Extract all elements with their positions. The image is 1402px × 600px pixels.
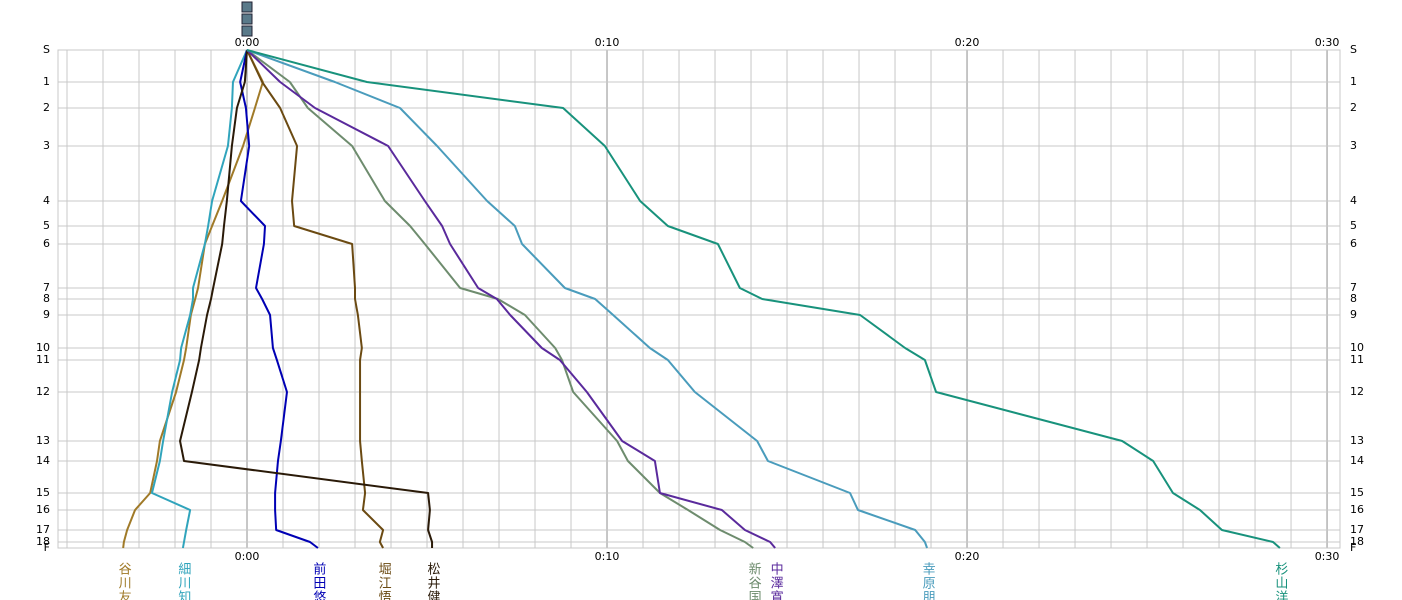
y-tick-label: 9: [1350, 308, 1357, 321]
runner-line: [246, 49, 754, 549]
y-tick-label: 1: [1350, 75, 1357, 88]
y-tick-label: 3: [43, 139, 50, 152]
y-tick-label: 11: [1350, 353, 1364, 366]
y-tick-label: S: [43, 43, 50, 56]
y-tick-label: 10: [36, 341, 50, 354]
y-tick-label: 6: [43, 237, 50, 250]
runner-name: 中澤寛: [768, 562, 784, 600]
y-tick-label: 4: [43, 194, 50, 207]
y-tick-label: 14: [36, 454, 50, 467]
runner-line: [246, 49, 385, 549]
y-tick-label: 7: [1350, 281, 1357, 294]
runner-name: 谷川友: [116, 562, 132, 600]
y-tick-label: 13: [36, 434, 50, 447]
icon: [241, 1, 253, 13]
runner-name: 幸原朋: [920, 562, 936, 600]
y-tick-label: 11: [36, 353, 50, 366]
x-tick-label: 0:20: [955, 36, 980, 49]
y-tick-label: 16: [36, 503, 50, 516]
x-tick-label: 0:10: [595, 36, 620, 49]
y-tick-label: 3: [1350, 139, 1357, 152]
runner-line: [246, 49, 929, 549]
runner-line: [246, 49, 1281, 549]
x-tick-label: 0:00: [235, 36, 260, 49]
y-tick-label: F: [1350, 541, 1356, 554]
runner-name: 細川知: [175, 562, 191, 600]
plot-frame: [57, 49, 1341, 549]
runner-name: 新谷国: [746, 561, 762, 600]
y-tick-label: 17: [36, 523, 50, 536]
y-tick-label: 5: [43, 219, 50, 232]
y-tick-label: 14: [1350, 454, 1364, 467]
x-tick-label: 0:20: [955, 550, 980, 563]
y-tick-label: 15: [1350, 486, 1364, 499]
x-tick-label: 0:10: [595, 550, 620, 563]
runner-line: [179, 49, 434, 548]
y-tick-label: 7: [43, 281, 50, 294]
y-tick-label: 15: [36, 486, 50, 499]
runner-line: [246, 49, 776, 549]
runner-line: [122, 49, 264, 549]
y-tick-label: 6: [1350, 237, 1357, 250]
y-tick-label: 18: [36, 535, 50, 548]
y-tick-label: 8: [43, 292, 50, 305]
y-tick-label: 5: [1350, 219, 1357, 232]
runner-name: 堀江悟: [376, 562, 392, 600]
x-tick-label: 0:00: [235, 550, 260, 563]
y-tick-label: 16: [1350, 503, 1364, 516]
y-tick-label: 2: [43, 101, 50, 114]
y-tick-label: 13: [1350, 434, 1364, 447]
y-tick-label: 12: [1350, 385, 1364, 398]
y-tick-label: 4: [1350, 194, 1357, 207]
y-tick-label: F: [44, 541, 50, 554]
y-tick-label: S: [1350, 43, 1357, 56]
x-tick-label: 0:30: [1315, 36, 1340, 49]
y-tick-label: 12: [36, 385, 50, 398]
x-tick-label: 0:30: [1315, 550, 1340, 563]
y-tick-label: 17: [1350, 523, 1364, 536]
y-tick-label: 18: [1350, 535, 1364, 548]
start-icons: [241, 1, 253, 37]
runner-name: 松井健: [425, 562, 441, 600]
icon: [241, 25, 253, 37]
runner-line: [150, 49, 248, 549]
y-tick-label: 8: [1350, 292, 1357, 305]
runner-name: 前田悠: [310, 561, 326, 600]
runner-line: [239, 49, 319, 549]
y-tick-label: 10: [1350, 341, 1364, 354]
y-tick-label: 9: [43, 308, 50, 321]
y-tick-label: 2: [1350, 101, 1357, 114]
y-tick-label: 1: [43, 75, 50, 88]
runner-name: 杉山洋: [1272, 562, 1288, 600]
icon: [241, 13, 253, 25]
